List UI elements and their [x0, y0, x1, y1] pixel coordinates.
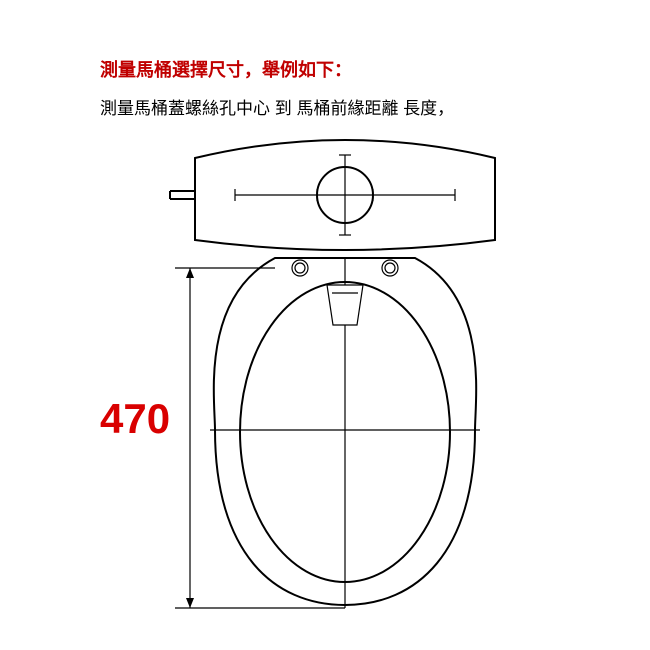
toilet-diagram [0, 0, 650, 650]
